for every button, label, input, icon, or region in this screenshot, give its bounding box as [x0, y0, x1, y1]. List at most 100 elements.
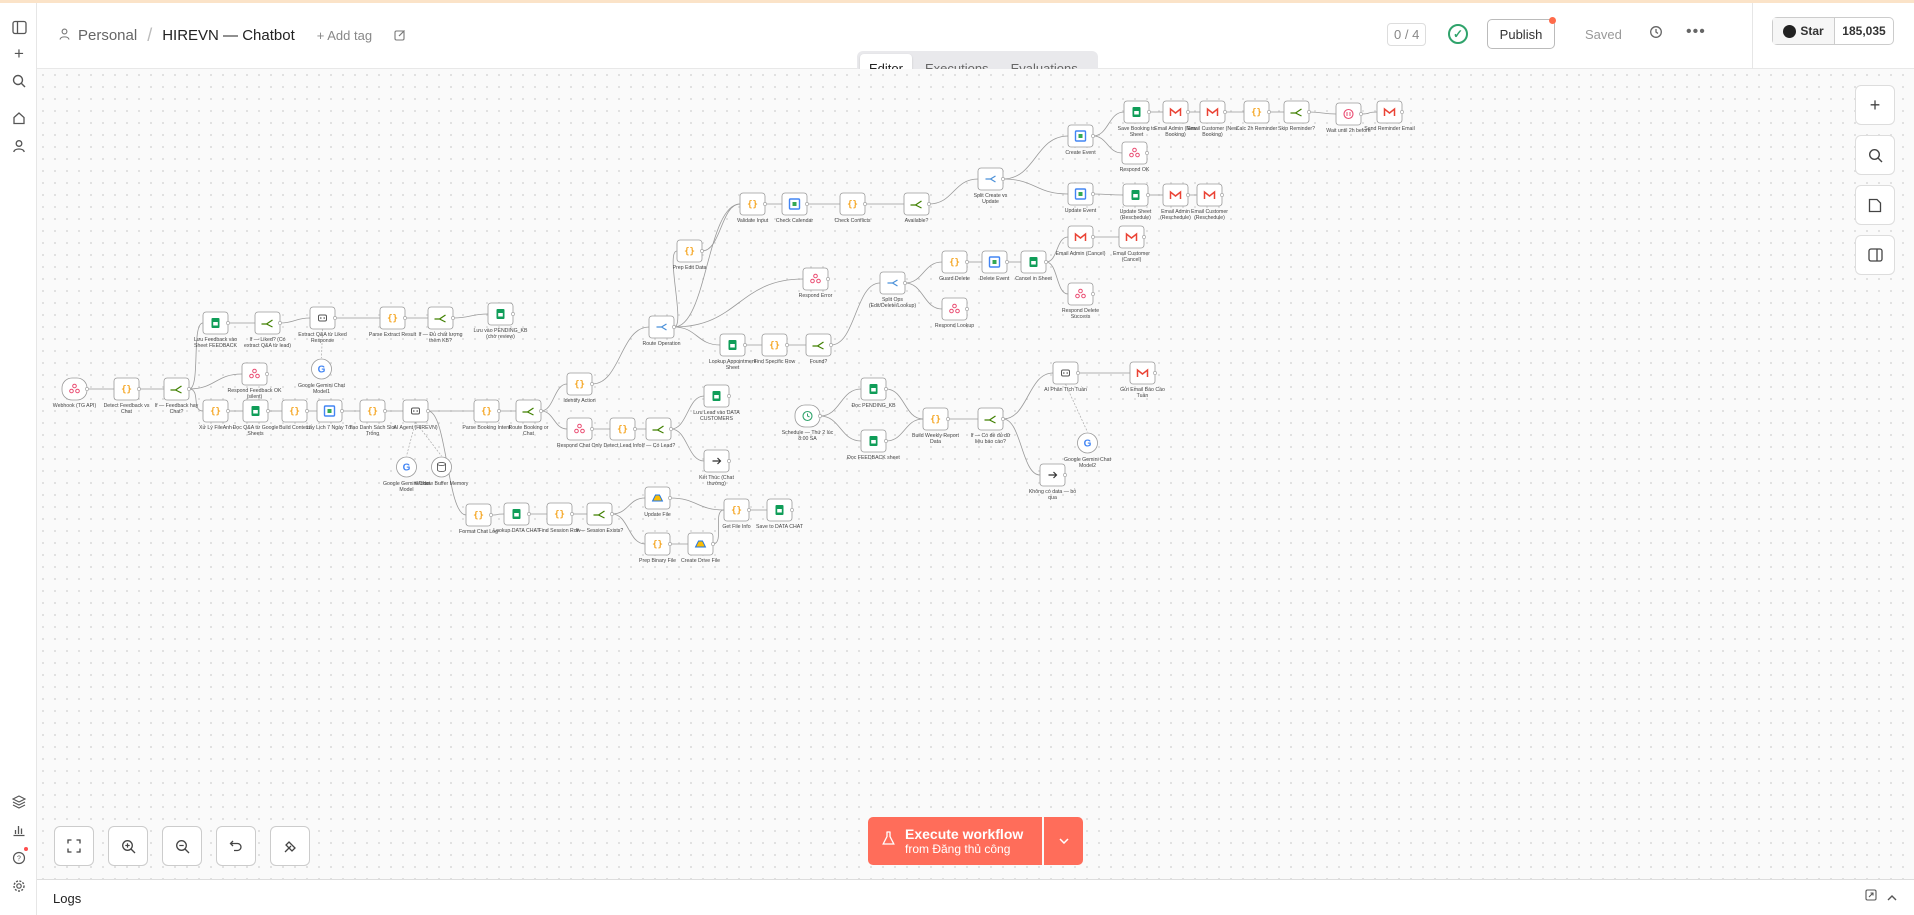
workflow-node[interactable]: AI Agent (HIREVN) — [393, 399, 438, 431]
node-output-handle[interactable] — [1091, 192, 1095, 196]
workflow-node[interactable]: {} Parse Extract Result — [369, 306, 417, 338]
node-output-handle[interactable] — [669, 427, 673, 431]
workflow-node[interactable]: Save Booking to Sheet — [1118, 100, 1156, 138]
edit-description-icon[interactable] — [394, 28, 406, 44]
node-output-handle[interactable] — [668, 496, 672, 500]
node-output-handle[interactable] — [590, 382, 594, 386]
workflow-node[interactable]: {} Build Weekly Report Data — [912, 407, 960, 445]
node-output-handle[interactable] — [1142, 235, 1146, 239]
node-output-handle[interactable] — [805, 202, 809, 206]
undo-button[interactable] — [216, 826, 256, 866]
node-output-handle[interactable] — [1091, 235, 1095, 239]
node-output-handle[interactable] — [383, 409, 387, 413]
workflow-node[interactable]: Respond Lookup — [935, 297, 974, 329]
workflow-node[interactable]: G Google Gemini Chat Model — [383, 456, 431, 493]
workflow-node[interactable]: {} Find Specific Row — [754, 333, 796, 365]
help-icon[interactable]: ? — [6, 845, 32, 871]
workflow-node[interactable]: {} Get File Info — [722, 498, 751, 530]
node-output-handle[interactable] — [818, 414, 822, 418]
workflow-node[interactable]: Route Operation — [642, 315, 681, 347]
settings-gear-icon[interactable] — [6, 873, 32, 899]
github-star-button[interactable]: Star — [1773, 18, 1835, 44]
node-output-handle[interactable] — [1153, 371, 1157, 375]
workflow-node[interactable]: Lưu vào PENDING_KB (chờ review) — [474, 302, 528, 340]
node-output-handle[interactable] — [1359, 112, 1363, 116]
workflow-node[interactable]: {} Xử Lý FileAnh — [199, 399, 232, 431]
workflow-node[interactable]: Create Drive File — [681, 532, 720, 564]
workflow-node[interactable]: AI Phân Tích Tuần — [1044, 361, 1087, 393]
logs-panel[interactable]: Logs — [37, 879, 1914, 915]
zoom-out-button[interactable] — [162, 826, 202, 866]
node-output-handle[interactable] — [785, 343, 789, 347]
workflow-node[interactable]: Available? — [903, 192, 931, 224]
workflow-node[interactable]: Save to DATA CHAT — [756, 498, 804, 530]
project-link[interactable]: Personal — [78, 27, 138, 44]
workflow-node[interactable]: Send Reminder Email — [1364, 100, 1415, 132]
node-output-handle[interactable] — [1267, 110, 1271, 114]
node-output-handle[interactable] — [1063, 473, 1067, 477]
node-output-handle[interactable] — [137, 387, 141, 391]
node-output-handle[interactable] — [1076, 371, 1080, 375]
node-output-handle[interactable] — [747, 508, 751, 512]
github-star-widget[interactable]: Star 185,035 — [1772, 17, 1894, 45]
workflow-node[interactable]: {} Prep Edit Data — [673, 239, 707, 271]
node-output-handle[interactable] — [829, 343, 833, 347]
node-output-handle[interactable] — [497, 409, 501, 413]
workflow-node[interactable]: Email Customer (New Booking) — [1187, 100, 1238, 138]
add-tag-button[interactable]: + Add tag — [316, 28, 373, 43]
history-icon[interactable] — [1649, 25, 1663, 43]
node-output-handle[interactable] — [903, 281, 907, 285]
workflow-node[interactable]: Route Booking or Chat — [508, 399, 549, 437]
node-output-handle[interactable] — [946, 417, 950, 421]
node-output-handle[interactable] — [672, 325, 676, 329]
workflow-node[interactable]: G Google Gemini Chat Model2 — [1064, 432, 1112, 469]
workflow-node[interactable]: Email Admin (Reschedule) — [1160, 183, 1191, 221]
node-output-handle[interactable] — [826, 277, 830, 281]
workflow-node[interactable]: Split Ops (Edit/Delete/Lookup) — [869, 271, 917, 309]
home-icon[interactable] — [6, 105, 32, 131]
insights-icon[interactable] — [6, 817, 32, 843]
node-output-handle[interactable] — [633, 427, 637, 431]
workflow-node[interactable]: {} Calc 2h Reminder — [1236, 100, 1278, 132]
node-output-handle[interactable] — [727, 394, 731, 398]
workflow-node[interactable]: Không có data — bỏ qua — [1029, 463, 1076, 501]
workflow-node[interactable]: Respond OK — [1120, 141, 1150, 173]
node-output-handle[interactable] — [1400, 110, 1404, 114]
workflow-node[interactable]: Update File — [644, 486, 672, 518]
workflow-node[interactable]: {} Guard Delete — [939, 250, 970, 282]
node-output-handle[interactable] — [668, 542, 672, 546]
workflow-node[interactable]: G Google Gemini Chat Model1 — [298, 358, 346, 395]
workflow-name[interactable]: HIREVN — Chatbot — [162, 27, 295, 44]
search-icon[interactable] — [6, 68, 32, 94]
node-output-handle[interactable] — [1005, 260, 1009, 264]
plus-icon[interactable]: + — [14, 44, 24, 63]
node-output-handle[interactable] — [610, 512, 614, 516]
node-output-handle[interactable] — [570, 512, 574, 516]
node-output-handle[interactable] — [278, 321, 282, 325]
workflow-node[interactable]: Lookup Appointment Sheet — [709, 333, 757, 371]
workflow-node[interactable]: {} Tạo Danh Sách Slot Trống — [349, 399, 396, 437]
node-output-handle[interactable] — [539, 409, 543, 413]
node-output-handle[interactable] — [527, 512, 531, 516]
more-options-icon[interactable]: ••• — [1686, 23, 1706, 40]
canvas-search-button[interactable] — [1855, 135, 1895, 175]
workflow-node[interactable]: Respond Delete Success — [1062, 282, 1099, 320]
publish-button[interactable]: Publish — [1487, 19, 1555, 49]
node-output-handle[interactable] — [965, 260, 969, 264]
user-icon[interactable] — [6, 133, 32, 159]
node-output-handle[interactable] — [884, 439, 888, 443]
popout-icon[interactable] — [1865, 889, 1877, 904]
node-output-handle[interactable] — [187, 387, 191, 391]
workflow-node[interactable]: If — Đủ chất lượng thêm KB? — [418, 306, 463, 344]
execute-workflow-button[interactable]: Execute workflow from Đăng thủ công — [868, 817, 1042, 865]
workflow-node[interactable]: {} Build Context — [279, 399, 310, 431]
node-output-handle[interactable] — [403, 316, 407, 320]
workflow-node[interactable]: Wait until 2h before — [1326, 102, 1371, 134]
workflow-node[interactable]: Check Calendar — [776, 192, 813, 224]
workflow-node[interactable]: Lưu Feedback vào Sheet FEEDBACK — [194, 311, 238, 349]
workflow-node[interactable]: Update Sheet (Reschedule) — [1120, 183, 1152, 221]
check-circle-icon[interactable]: ✓ — [1448, 24, 1468, 44]
node-output-handle[interactable] — [1001, 177, 1005, 181]
node-output-handle[interactable] — [727, 459, 731, 463]
workflow-node[interactable]: {} Validate Input — [737, 192, 769, 224]
